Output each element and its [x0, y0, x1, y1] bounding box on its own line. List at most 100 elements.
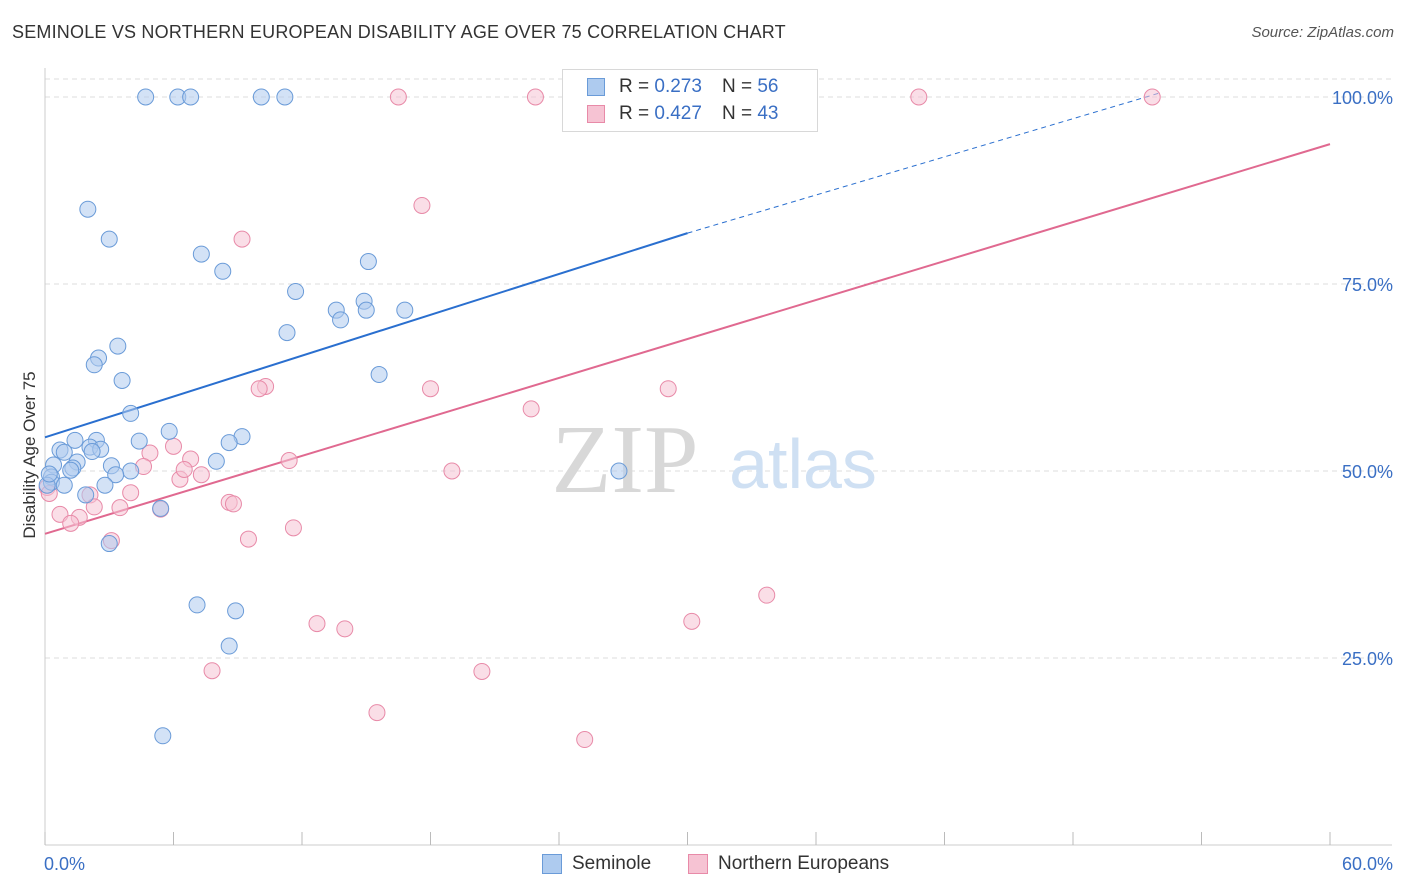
y-tick-label: 25.0%	[1342, 649, 1393, 669]
seminole-point	[122, 404, 140, 422]
northern-europeans-point	[443, 462, 461, 480]
northern-europeans-point	[284, 519, 302, 537]
seminole-point	[109, 337, 127, 355]
seminole-point	[40, 465, 58, 483]
y-tick-label: 50.0%	[1342, 462, 1393, 482]
seminole-point	[100, 230, 118, 248]
chart-title: SEMINOLE VS NORTHERN EUROPEAN DISABILITY…	[12, 22, 786, 42]
northern-europeans-point	[239, 530, 257, 548]
grid-lines	[45, 78, 1392, 659]
seminole-point	[357, 301, 375, 319]
northern-europeans-point	[473, 662, 491, 680]
northern-europeans-point	[683, 612, 701, 630]
seminole-point	[96, 476, 114, 494]
data-points	[38, 88, 1161, 749]
northern-europeans-point	[368, 704, 386, 722]
northern-europeans-point	[526, 88, 544, 106]
seminole-point	[130, 432, 148, 450]
n-value: 43	[757, 103, 779, 124]
trend-line-seminole	[44, 232, 688, 439]
legend-label-seminole: Seminole	[572, 853, 652, 874]
seminole-point	[359, 253, 377, 271]
seminole-point	[77, 486, 95, 504]
seminole-point	[55, 443, 73, 461]
watermark-atlas: atlas	[729, 425, 877, 503]
seminole-point	[83, 443, 101, 461]
seminole-point	[62, 461, 80, 479]
r-value: 0.273	[654, 76, 702, 97]
correlation-legend: R = 0.273 N = 56 R = 0.427 N = 43	[562, 69, 818, 132]
seminole-point	[113, 371, 131, 389]
series-legend: Seminole Northern Europeans	[0, 851, 1406, 879]
trend-lines	[44, 92, 1331, 535]
seminole-point	[610, 462, 628, 480]
seminole-point	[214, 262, 232, 280]
seminole-point	[107, 466, 125, 484]
northern-europeans-point	[111, 499, 129, 517]
seminole-point	[278, 324, 296, 342]
seminole-point	[85, 356, 103, 374]
seminole-point	[396, 301, 414, 319]
x-tick-label: 0.0%	[44, 854, 85, 874]
northern-europeans-point	[122, 484, 140, 502]
northern-europeans-point	[1143, 88, 1161, 106]
seminole-point	[220, 637, 238, 655]
northern-europeans-point	[85, 498, 103, 516]
axes	[44, 68, 1392, 846]
legend-item-seminole[interactable]: Seminole	[542, 853, 651, 875]
northern-europeans-point	[165, 437, 182, 455]
source-label: Source: ZipAtlas.com	[1251, 24, 1394, 41]
y-tick-label: 75.0%	[1342, 275, 1393, 295]
n-label: N =	[721, 103, 753, 124]
n-label: N =	[721, 76, 753, 97]
watermark-zip: ZIP	[552, 406, 699, 514]
x-tick-label: 60.0%	[1342, 854, 1393, 874]
seminole-point	[276, 88, 294, 106]
northern-europeans-point	[522, 400, 540, 418]
northern-europeans-point	[224, 495, 242, 513]
n-value: 56	[757, 76, 779, 97]
seminole-point	[79, 200, 97, 218]
seminole-point	[122, 462, 140, 480]
seminole-point	[227, 602, 245, 620]
seminole-point	[207, 452, 225, 470]
legend-row-seminole: R = 0.273 N = 56	[587, 75, 778, 99]
y-tick-label: 100.0%	[1332, 88, 1393, 108]
seminole-point	[137, 88, 155, 106]
trend-line-extension	[687, 92, 1159, 234]
seminole-point	[192, 245, 210, 263]
northern-europeans-point	[192, 466, 210, 484]
r-label: R =	[619, 103, 650, 124]
seminole-swatch	[542, 854, 562, 874]
legend-item-northern-europeans[interactable]: Northern Europeans	[688, 853, 889, 875]
seminole-point	[66, 431, 84, 449]
r-value: 0.427	[654, 103, 702, 124]
northern-europeans-point	[413, 196, 431, 214]
seminole-point	[182, 88, 200, 106]
seminole-point	[332, 311, 350, 329]
northern-europeans-point	[389, 88, 407, 106]
northern-europeans-point	[175, 461, 193, 479]
northern-europeans-point	[910, 88, 928, 106]
northern-europeans-point	[422, 380, 439, 398]
seminole-point	[188, 596, 206, 614]
seminole-point	[152, 499, 170, 517]
seminole-point	[160, 422, 178, 440]
seminole-point	[220, 434, 238, 452]
seminole-point	[100, 535, 118, 553]
seminole-swatch	[587, 78, 605, 96]
seminole-point	[370, 366, 388, 384]
y-axis-label: Disability Age Over 75	[20, 371, 39, 538]
northern-europeans-point	[758, 586, 776, 604]
northern-europeans-point	[308, 615, 326, 633]
northern-europeans-point	[203, 662, 221, 680]
northern-europeans-point	[250, 380, 268, 398]
watermark: ZIP atlas	[552, 406, 877, 514]
northern-europeans-point	[336, 620, 354, 638]
seminole-point	[154, 727, 172, 745]
northern-europeans-point	[659, 380, 677, 398]
seminole-point	[287, 282, 305, 300]
northern-europeans-point	[233, 230, 251, 248]
trend-line-northern-europeans	[44, 143, 1331, 535]
